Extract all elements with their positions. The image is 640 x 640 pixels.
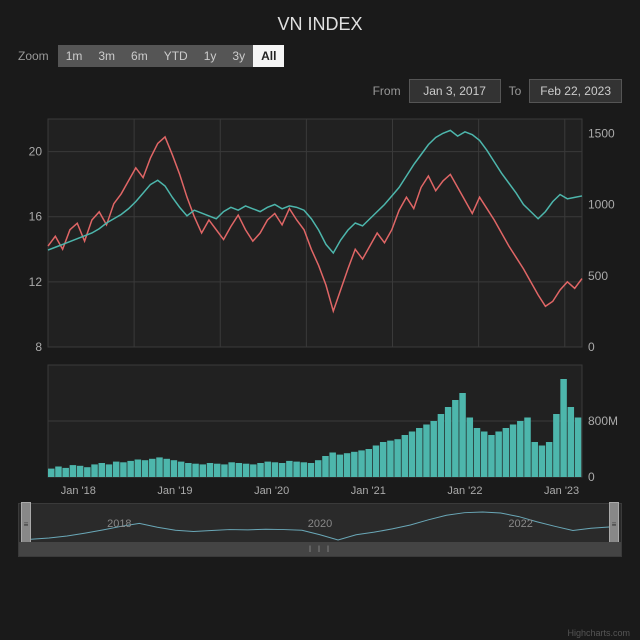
navigator-year: 2022 [508, 518, 532, 530]
zoom-label: Zoom [18, 49, 49, 63]
svg-text:0: 0 [588, 340, 595, 353]
svg-text:20: 20 [29, 145, 43, 159]
navigator-handle-left[interactable]: ≡ [21, 502, 31, 546]
zoom-1y-button[interactable]: 1y [196, 45, 225, 67]
date-range-row: From Jan 3, 2017 To Feb 22, 2023 [0, 73, 640, 113]
svg-text:1000: 1000 [588, 198, 615, 212]
x-tick: Jan '19 [157, 485, 192, 497]
zoom-3y-button[interactable]: 3y [224, 45, 253, 67]
x-tick: Jan '23 [544, 485, 579, 497]
x-tick: Jan '20 [254, 485, 289, 497]
chart-title: VN INDEX [0, 0, 640, 45]
x-tick: Jan '18 [61, 485, 96, 497]
svg-text:8: 8 [35, 340, 42, 353]
from-date-input[interactable]: Jan 3, 2017 [409, 79, 501, 103]
zoom-6m-button[interactable]: 6m [123, 45, 156, 67]
volume-chart[interactable]: 0 800M [18, 361, 622, 481]
from-label: From [373, 84, 401, 98]
to-label: To [509, 84, 522, 98]
x-tick: Jan '21 [351, 485, 386, 497]
zoom-3m-button[interactable]: 3m [90, 45, 123, 67]
x-axis-ticks: Jan '18 Jan '19 Jan '20 Jan '21 Jan '22 Jan '… [0, 481, 640, 497]
svg-text:800M: 800M [588, 414, 618, 428]
svg-text:1500: 1500 [588, 126, 615, 140]
navigator-scrollbar[interactable]: I I I [19, 542, 621, 556]
svg-text:16: 16 [29, 210, 43, 224]
navigator-years: 2018 2020 2022 [19, 518, 621, 530]
zoom-all-button[interactable]: All [253, 45, 284, 67]
zoom-ytd-button[interactable]: YTD [156, 45, 196, 67]
credit-link[interactable]: Highcharts.com [567, 628, 630, 638]
navigator-handle-right[interactable]: ≡ [609, 502, 619, 546]
to-date-input[interactable]: Feb 22, 2023 [529, 79, 622, 103]
x-tick: Jan '22 [447, 485, 482, 497]
navigator-year: 2018 [107, 518, 131, 530]
navigator[interactable]: 2018 2020 2022 ≡ ≡ I I I [18, 503, 622, 557]
zoom-1m-button[interactable]: 1m [58, 45, 91, 67]
main-chart[interactable]: 8 12 16 20 0 500 1000 1500 [18, 113, 622, 353]
svg-text:12: 12 [29, 275, 43, 289]
navigator-year: 2020 [308, 518, 332, 530]
svg-text:0: 0 [588, 470, 595, 481]
svg-text:500: 500 [588, 269, 608, 283]
zoom-controls: Zoom 1m3m6mYTD1y3yAll [0, 45, 640, 73]
